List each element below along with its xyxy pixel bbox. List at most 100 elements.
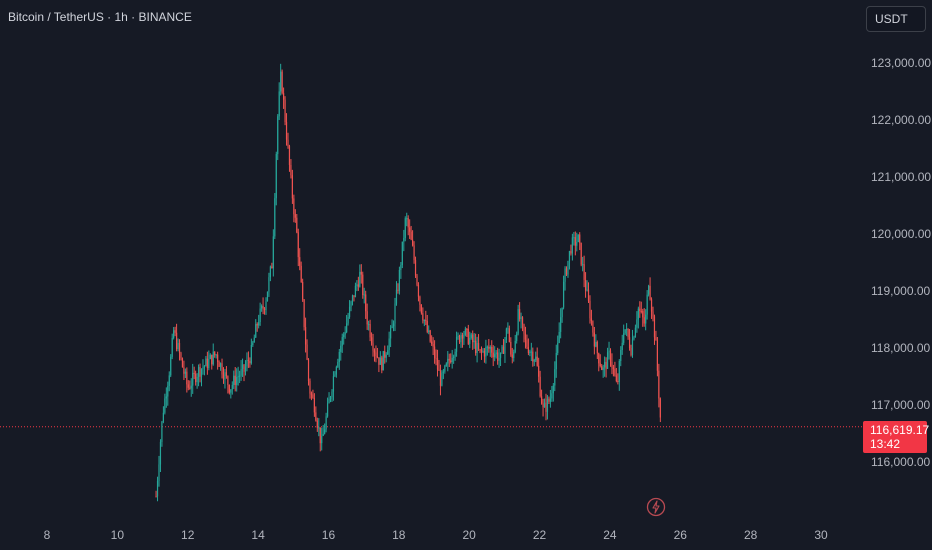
candle-body bbox=[475, 340, 477, 354]
candle-body bbox=[387, 350, 389, 355]
candle-body bbox=[573, 237, 575, 239]
candle-body bbox=[445, 363, 447, 366]
candle-body bbox=[186, 371, 188, 385]
candle-body bbox=[611, 361, 613, 368]
candle-body bbox=[557, 342, 559, 353]
candle-body bbox=[218, 361, 220, 367]
candle-body bbox=[442, 371, 444, 373]
candle-body bbox=[211, 354, 213, 365]
candle-body bbox=[463, 334, 465, 339]
candle-body bbox=[366, 311, 368, 325]
candle-body bbox=[416, 275, 418, 285]
candle-body bbox=[275, 153, 277, 199]
y-tick-label: 123,000.00 bbox=[871, 56, 931, 70]
candle-body bbox=[609, 350, 612, 362]
candle-body bbox=[604, 361, 606, 368]
candle-body bbox=[284, 99, 286, 123]
candle-body bbox=[466, 328, 468, 330]
candle-body bbox=[494, 354, 496, 358]
candle-body bbox=[266, 291, 269, 302]
candle-body bbox=[410, 231, 412, 240]
candle-body bbox=[565, 268, 568, 275]
candle-body bbox=[337, 361, 339, 368]
candle-body bbox=[479, 349, 481, 351]
currency-button[interactable]: USDT bbox=[866, 6, 926, 32]
candle-body bbox=[495, 352, 497, 355]
candle-body bbox=[606, 352, 609, 369]
candle-body bbox=[247, 359, 250, 361]
x-tick-label: 10 bbox=[111, 528, 125, 542]
candle-body bbox=[428, 330, 430, 332]
candle-body bbox=[596, 341, 598, 354]
candle-body bbox=[217, 354, 219, 362]
candle-body bbox=[189, 387, 191, 389]
candle-body bbox=[346, 323, 348, 333]
candle-body bbox=[287, 139, 289, 147]
candle-body bbox=[545, 402, 547, 412]
candle-body bbox=[344, 332, 346, 335]
candle-body bbox=[486, 346, 488, 348]
flash-icon[interactable] bbox=[646, 497, 666, 517]
candle-body bbox=[555, 352, 557, 370]
candle-body bbox=[334, 374, 336, 377]
y-tick-label: 119,000.00 bbox=[871, 284, 930, 298]
candle-body bbox=[602, 367, 604, 371]
candle-body bbox=[477, 343, 480, 350]
candle-body bbox=[403, 237, 405, 242]
candle-body bbox=[642, 311, 644, 318]
candle-body bbox=[472, 334, 474, 343]
candle-body bbox=[482, 350, 484, 352]
candle-body bbox=[240, 368, 242, 376]
candle-body bbox=[391, 326, 393, 329]
candle-body bbox=[599, 363, 601, 367]
candle-body bbox=[489, 347, 491, 349]
candle-body bbox=[601, 366, 603, 371]
candle-body bbox=[302, 282, 304, 300]
candle-body bbox=[570, 251, 572, 254]
candle-body bbox=[375, 352, 377, 357]
current-price-value: 116,619.17 bbox=[870, 423, 930, 437]
candle-body bbox=[539, 376, 541, 397]
y-tick-label: 117,000.00 bbox=[871, 398, 930, 412]
candle-body bbox=[294, 214, 296, 218]
candle-body bbox=[624, 329, 626, 334]
candle-body bbox=[501, 346, 503, 353]
candle-body bbox=[438, 369, 440, 371]
candle-body bbox=[215, 354, 217, 356]
y-tick-label: 122,000.00 bbox=[871, 113, 931, 127]
candle-body bbox=[417, 284, 420, 297]
candle-body bbox=[268, 277, 270, 292]
candle-body bbox=[454, 351, 456, 357]
candle-body bbox=[231, 384, 233, 390]
candle-body bbox=[164, 398, 166, 413]
candle-body bbox=[536, 356, 538, 366]
candle-body bbox=[429, 330, 431, 342]
candle-body bbox=[627, 328, 629, 338]
candle-body bbox=[394, 303, 396, 324]
candle-body bbox=[307, 359, 310, 381]
candle-body bbox=[538, 365, 540, 377]
candle-body bbox=[291, 175, 293, 199]
candle-body bbox=[460, 334, 462, 343]
candle-body bbox=[422, 313, 424, 321]
candle-body bbox=[184, 371, 186, 374]
candle-body bbox=[246, 359, 248, 367]
candle-body bbox=[608, 350, 610, 353]
candle-body bbox=[368, 324, 370, 326]
candle-body bbox=[159, 441, 162, 465]
candle-body bbox=[303, 299, 305, 328]
candle-body bbox=[514, 340, 516, 352]
candle-body bbox=[265, 301, 267, 310]
candle-body bbox=[299, 257, 301, 266]
candle-body bbox=[590, 318, 593, 322]
candle-body bbox=[360, 271, 362, 275]
candle-body bbox=[511, 354, 513, 359]
chart-title: Bitcoin / TetherUS · 1h · BINANCE bbox=[8, 10, 192, 24]
candle-body bbox=[527, 346, 530, 353]
candle-body bbox=[180, 353, 182, 359]
candle-body bbox=[293, 198, 295, 215]
y-tick-label: 116,000.00 bbox=[871, 455, 930, 469]
candle-body bbox=[212, 351, 214, 365]
candle-body bbox=[236, 376, 238, 385]
